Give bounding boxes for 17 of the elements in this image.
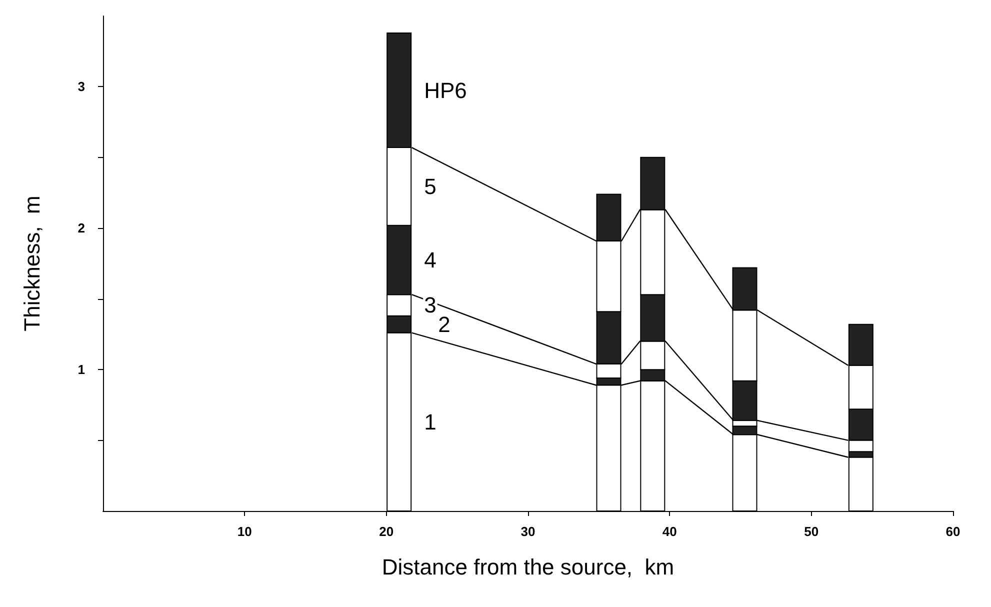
annotation: 4 xyxy=(424,247,436,272)
x-tick-label: 50 xyxy=(804,524,819,539)
annotation: 5 xyxy=(424,174,436,199)
y-tick-label: 3 xyxy=(78,79,85,94)
x-tick-label: 60 xyxy=(946,524,960,539)
x-axis-title: Distance from the source, km xyxy=(382,554,674,580)
y-tick-label: 2 xyxy=(78,220,85,236)
annotation: 3 xyxy=(424,292,436,318)
x-tick-label: 30 xyxy=(520,524,536,539)
y-tick-label: 1 xyxy=(78,362,85,378)
x-tick-label: 20 xyxy=(379,524,394,539)
x-tick-label: 40 xyxy=(662,524,677,539)
annotation: 2 xyxy=(438,312,450,337)
x-tick-label: 10 xyxy=(237,524,252,539)
y-axis-title: Thickness, m xyxy=(20,196,44,332)
annotation: HP6 xyxy=(424,78,467,103)
annotation: 1 xyxy=(424,409,436,434)
